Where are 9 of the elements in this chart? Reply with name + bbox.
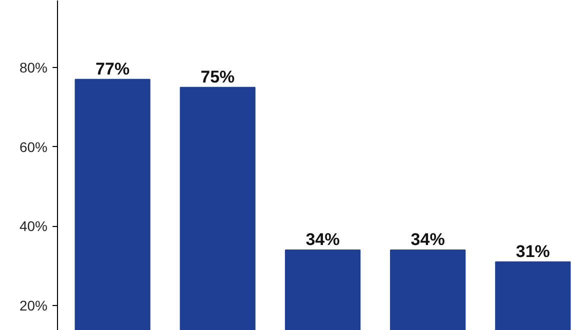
data-label: 31%	[516, 242, 550, 261]
y-tick-label: 60%	[19, 138, 48, 155]
data-label: 75%	[200, 67, 235, 86]
y-tick-label: 20%	[19, 298, 48, 314]
y-tick-label: 40%	[19, 218, 48, 234]
y-tick-label: 80%	[19, 60, 48, 76]
data-label: 34%	[410, 230, 445, 249]
data-label: 77%	[96, 59, 130, 78]
data-label: 34%	[306, 230, 340, 249]
